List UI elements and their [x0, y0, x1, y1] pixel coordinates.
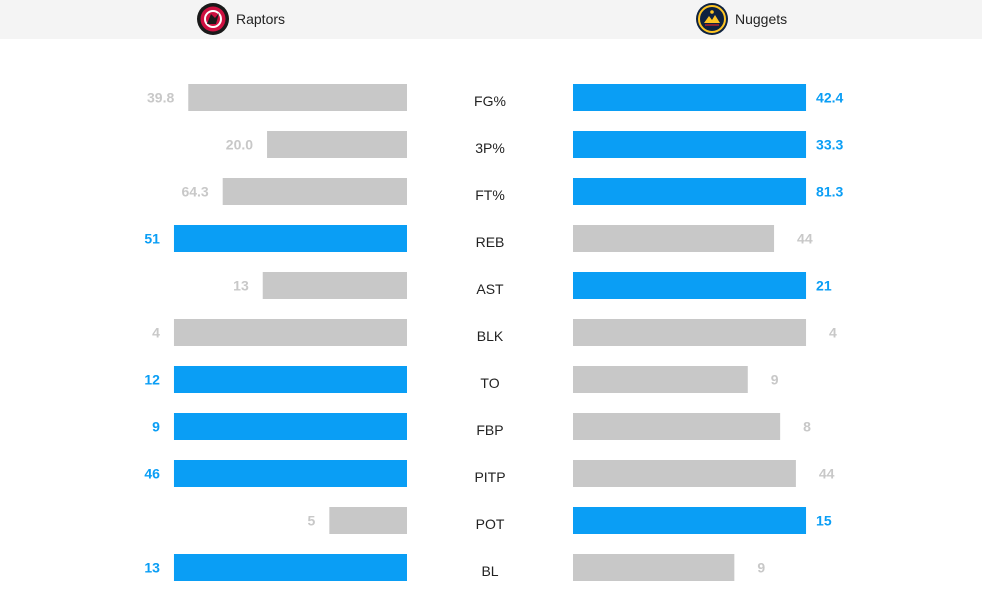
bar-raptors-fg-pct [188, 84, 407, 111]
bar-nuggets-ast [573, 272, 807, 299]
value-nuggets-ast: 21 [816, 278, 832, 294]
value-raptors-ast: 13 [233, 278, 249, 294]
stat-label-to: TO [480, 375, 499, 391]
bar-raptors-pot [329, 507, 407, 534]
value-nuggets-to: 9 [771, 372, 779, 388]
team-nuggets: Nuggets [695, 3, 788, 35]
value-raptors-pot: 5 [308, 513, 316, 529]
stat-label-ast: AST [476, 281, 504, 297]
bar-raptors-to [173, 366, 407, 393]
bar-raptors-reb [173, 225, 407, 252]
value-nuggets-blk: 4 [829, 325, 837, 341]
raptors-logo-icon [197, 3, 229, 35]
nuggets-logo-icon [696, 3, 728, 35]
bar-raptors-3p-pct [267, 131, 407, 158]
stat-label-pot: POT [476, 516, 505, 532]
stat-label-reb: REB [476, 234, 505, 250]
value-nuggets-bl: 9 [757, 560, 765, 576]
bar-nuggets-reb [573, 225, 775, 252]
value-raptors-bl: 13 [144, 560, 160, 576]
value-nuggets-pot: 15 [816, 513, 832, 529]
value-raptors-fg-pct: 39.8 [147, 90, 174, 106]
value-raptors-reb: 51 [144, 231, 160, 247]
left-team-name: Raptors [236, 11, 286, 27]
stat-label-bl: BL [481, 563, 498, 579]
bar-nuggets-pot [573, 507, 807, 534]
value-raptors-to: 12 [144, 372, 160, 388]
value-nuggets-fg-pct: 42.4 [816, 90, 843, 106]
value-nuggets-reb: 44 [797, 231, 813, 247]
bar-nuggets-ft-pct [573, 178, 807, 205]
bar-nuggets-fg-pct [573, 84, 807, 111]
bar-raptors-fbp [173, 413, 407, 440]
value-nuggets-fbp: 8 [803, 419, 811, 435]
bar-raptors-pitp [173, 460, 407, 487]
bar-nuggets-to [573, 366, 748, 393]
value-raptors-pitp: 46 [144, 466, 160, 482]
stat-label-fg-pct: FG% [474, 93, 506, 109]
bar-raptors-ft-pct [222, 178, 407, 205]
bar-raptors-blk [173, 319, 407, 346]
bar-nuggets-3p-pct [573, 131, 807, 158]
bar-raptors-bl [173, 554, 407, 581]
bar-nuggets-pitp [573, 460, 796, 487]
value-raptors-3p-pct: 20.0 [226, 137, 253, 153]
team-header: Raptors Nuggets [0, 0, 982, 39]
stat-label-fbp: FBP [476, 422, 503, 438]
stat-label-blk: BLK [477, 328, 504, 344]
value-nuggets-3p-pct: 33.3 [816, 137, 843, 153]
value-raptors-fbp: 9 [152, 419, 160, 435]
value-raptors-blk: 4 [152, 325, 160, 341]
value-nuggets-ft-pct: 81.3 [816, 184, 843, 200]
bar-nuggets-blk [573, 319, 807, 346]
value-nuggets-pitp: 44 [819, 466, 835, 482]
value-raptors-ft-pct: 64.3 [181, 184, 208, 200]
bar-raptors-ast [262, 272, 407, 299]
stat-label-ft-pct: FT% [475, 187, 505, 203]
stat-label-3p-pct: 3P% [475, 140, 505, 156]
bar-nuggets-fbp [573, 413, 781, 440]
stat-label-pitp: PITP [474, 469, 505, 485]
right-team-name: Nuggets [735, 11, 788, 27]
bar-nuggets-bl [573, 554, 735, 581]
team-raptors: Raptors [196, 3, 286, 35]
